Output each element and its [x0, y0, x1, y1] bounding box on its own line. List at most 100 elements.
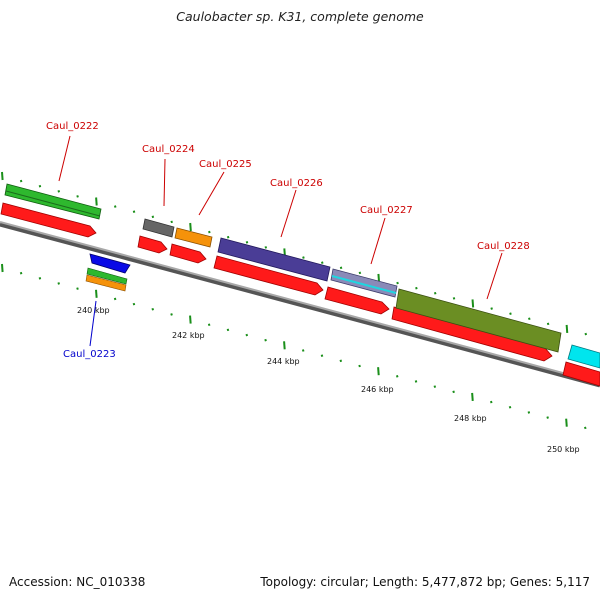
gene-label-caul-0222[interactable]: Caul_0222	[46, 121, 99, 132]
minor-tick	[358, 364, 361, 368]
minor-tick	[415, 286, 418, 290]
minor-tick	[452, 297, 456, 300]
cds-arrow-next[interactable]	[562, 361, 600, 387]
gene-bar-caul-0226[interactable]	[217, 237, 331, 282]
minor-tick	[395, 375, 399, 378]
cds-arrow-0222[interactable]	[0, 202, 97, 238]
minor-tick	[339, 266, 343, 270]
gene-label-caul-0226[interactable]: Caul_0226	[270, 178, 323, 189]
major-tick	[471, 392, 474, 402]
gene-bar-caul-0228[interactable]	[395, 288, 562, 353]
minor-tick	[546, 322, 550, 326]
major-tick	[377, 273, 381, 283]
major-tick	[189, 222, 192, 232]
minor-tick	[528, 317, 531, 321]
minor-tick	[452, 390, 455, 394]
minor-tick	[113, 205, 117, 208]
minor-tick	[226, 235, 230, 239]
gene-bar-caul-0224[interactable]	[142, 218, 175, 238]
minor-tick	[19, 271, 23, 275]
gene-bar-caul-0227[interactable]	[330, 268, 398, 298]
minor-tick	[245, 240, 249, 244]
minor-tick	[264, 338, 267, 342]
scale-label-242: 242 kbp	[172, 331, 205, 340]
minor-tick	[414, 380, 418, 383]
minor-tick	[584, 332, 588, 336]
minor-tick	[264, 246, 268, 249]
minor-tick	[113, 297, 117, 301]
minor-tick	[57, 190, 61, 193]
scale-label-240: 240 kbp	[77, 306, 110, 315]
cds-arrow-0225[interactable]	[169, 243, 207, 264]
minor-tick	[302, 256, 305, 259]
genome-backbone-highlight	[0, 221, 600, 384]
major-tick	[565, 418, 568, 427]
minor-tick	[19, 179, 23, 183]
gene-label-caul-0224[interactable]: Caul_0224	[142, 144, 195, 155]
scale-label-250: 250 kbp	[547, 445, 580, 454]
minor-tick	[320, 354, 324, 357]
major-tick	[1, 171, 4, 181]
minor-tick	[527, 411, 531, 414]
minor-tick	[170, 220, 173, 224]
minor-tick	[433, 291, 437, 295]
minor-tick	[76, 287, 79, 290]
connector-caul-0223	[89, 300, 97, 347]
connector-caul-0224	[163, 158, 166, 207]
connector-caul-0228	[486, 252, 503, 300]
gene-label-caul-0225[interactable]: Caul_0225	[199, 159, 252, 170]
connector-caul-0226	[280, 189, 297, 238]
minor-tick	[207, 323, 211, 327]
major-tick	[471, 299, 475, 308]
major-tick	[189, 315, 192, 324]
cds-arrow-0227[interactable]	[324, 286, 390, 315]
minor-tick	[170, 313, 173, 316]
minor-tick	[321, 261, 324, 264]
minor-tick	[490, 307, 493, 310]
minor-tick	[151, 307, 155, 311]
connector-caul-0222	[58, 135, 71, 182]
genome-backbone	[0, 221, 600, 388]
minor-tick	[489, 400, 493, 404]
connector-caul-0225	[198, 171, 225, 216]
major-tick	[95, 289, 98, 298]
minor-tick	[57, 282, 60, 285]
connector-caul-0227	[370, 217, 386, 265]
minor-tick	[151, 215, 155, 219]
minor-tick	[38, 184, 42, 188]
minor-tick	[38, 277, 42, 280]
minor-tick	[76, 195, 79, 198]
page-title: Caulobacter sp. K31, complete genome	[176, 9, 424, 24]
cds-arrow-0226[interactable]	[213, 255, 324, 296]
minor-tick	[546, 416, 549, 419]
accession-text: Accession: NC_010338	[9, 575, 146, 589]
cds-arrow-0224[interactable]	[137, 235, 168, 254]
scale-label-244: 244 kbp	[267, 357, 300, 366]
minor-tick	[132, 210, 136, 213]
minor-tick	[132, 302, 136, 306]
gene-bar-caul-0222[interactable]	[4, 183, 102, 220]
minor-tick	[245, 333, 249, 337]
tick-row-bottom	[1, 263, 587, 430]
minor-tick	[509, 312, 512, 315]
minor-tick	[339, 359, 343, 363]
minor-tick	[358, 271, 362, 275]
minor-tick	[396, 281, 399, 285]
gene-bar-caul-0225[interactable]	[174, 227, 213, 248]
gene-label-caul-0227[interactable]: Caul_0227	[360, 205, 413, 216]
major-tick	[283, 341, 286, 350]
gene-bar-caul-0223-segments[interactable]	[85, 267, 128, 292]
minor-tick	[226, 328, 230, 332]
gene-label-caul-0228[interactable]: Caul_0228	[477, 241, 530, 252]
gene-label-caul-0223[interactable]: Caul_0223	[63, 349, 116, 360]
gene-bar-caul-0223[interactable]	[89, 253, 131, 274]
scale-label-246: 246 kbp	[361, 385, 394, 394]
minor-tick	[433, 385, 437, 388]
genome-summary-text: Topology: circular; Length: 5,477,872 bp…	[260, 575, 590, 589]
minor-tick	[508, 405, 512, 409]
minor-tick	[208, 230, 211, 234]
gene-bar-next[interactable]	[567, 344, 600, 369]
major-tick	[1, 263, 4, 273]
